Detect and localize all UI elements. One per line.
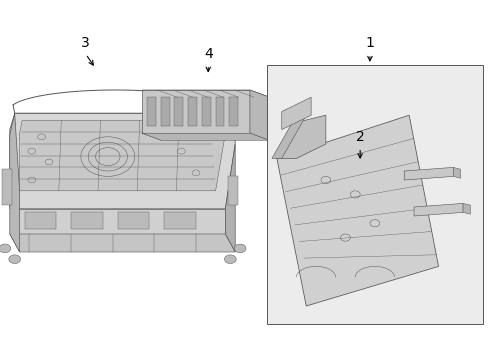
Polygon shape [142, 90, 270, 97]
Polygon shape [10, 113, 235, 209]
Polygon shape [20, 121, 225, 191]
Circle shape [224, 255, 236, 264]
Polygon shape [142, 133, 270, 140]
Bar [24, 212, 56, 229]
Polygon shape [414, 203, 463, 216]
Polygon shape [250, 90, 270, 140]
Polygon shape [404, 167, 453, 180]
Bar [229, 97, 238, 126]
Bar [202, 97, 211, 126]
Bar [188, 97, 197, 126]
Text: 1: 1 [366, 36, 374, 50]
Polygon shape [453, 167, 461, 178]
Polygon shape [142, 90, 250, 133]
Polygon shape [10, 209, 225, 234]
Bar [267, 65, 483, 324]
Bar [216, 97, 224, 126]
Text: 3: 3 [81, 36, 90, 50]
Bar [164, 212, 196, 229]
Polygon shape [463, 203, 470, 214]
Bar [161, 97, 170, 126]
Circle shape [234, 244, 246, 253]
Circle shape [9, 255, 21, 264]
Bar [2, 169, 12, 205]
Bar [174, 97, 183, 126]
Polygon shape [10, 113, 20, 252]
Bar [71, 212, 103, 229]
Bar [228, 176, 238, 205]
Polygon shape [277, 115, 326, 158]
Text: 2: 2 [356, 130, 365, 144]
Polygon shape [225, 144, 235, 252]
Bar [118, 212, 149, 229]
Circle shape [0, 244, 11, 253]
Polygon shape [277, 115, 439, 306]
Polygon shape [272, 115, 306, 158]
Polygon shape [282, 97, 311, 130]
Polygon shape [10, 234, 235, 252]
Text: 4: 4 [204, 47, 213, 61]
Bar [147, 97, 156, 126]
